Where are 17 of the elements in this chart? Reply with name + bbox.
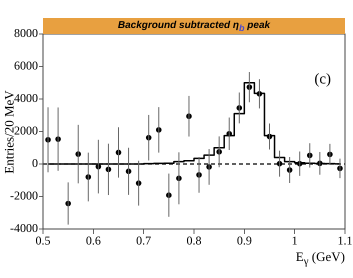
y-tick-label: 0 <box>32 156 38 170</box>
y-tick-label: 8000 <box>14 26 38 40</box>
annotation: (c) <box>314 71 331 88</box>
x-tick-label: 0.6 <box>86 233 101 248</box>
x-tick-label: 0.9 <box>236 233 252 248</box>
x-tick-label: 0.5 <box>36 233 50 248</box>
x-tick-label: 0.7 <box>136 233 152 248</box>
x-tick-label: 1.1 <box>338 233 352 248</box>
y-tick-label: -2000 <box>10 188 38 203</box>
x-tick-label: 0.8 <box>186 233 202 248</box>
y-tick-label: 2000 <box>14 124 38 138</box>
x-tick-label: 1 <box>292 233 298 248</box>
y-tick-label: 6000 <box>14 58 38 73</box>
chart-title: Background subtracted η$_{b}$ peak <box>43 18 345 34</box>
y-tick-label: -4000 <box>10 221 38 236</box>
y-tick-label: 4000 <box>14 91 38 106</box>
x-axis-title: E$_{γ}$ (GeV) <box>296 249 345 268</box>
